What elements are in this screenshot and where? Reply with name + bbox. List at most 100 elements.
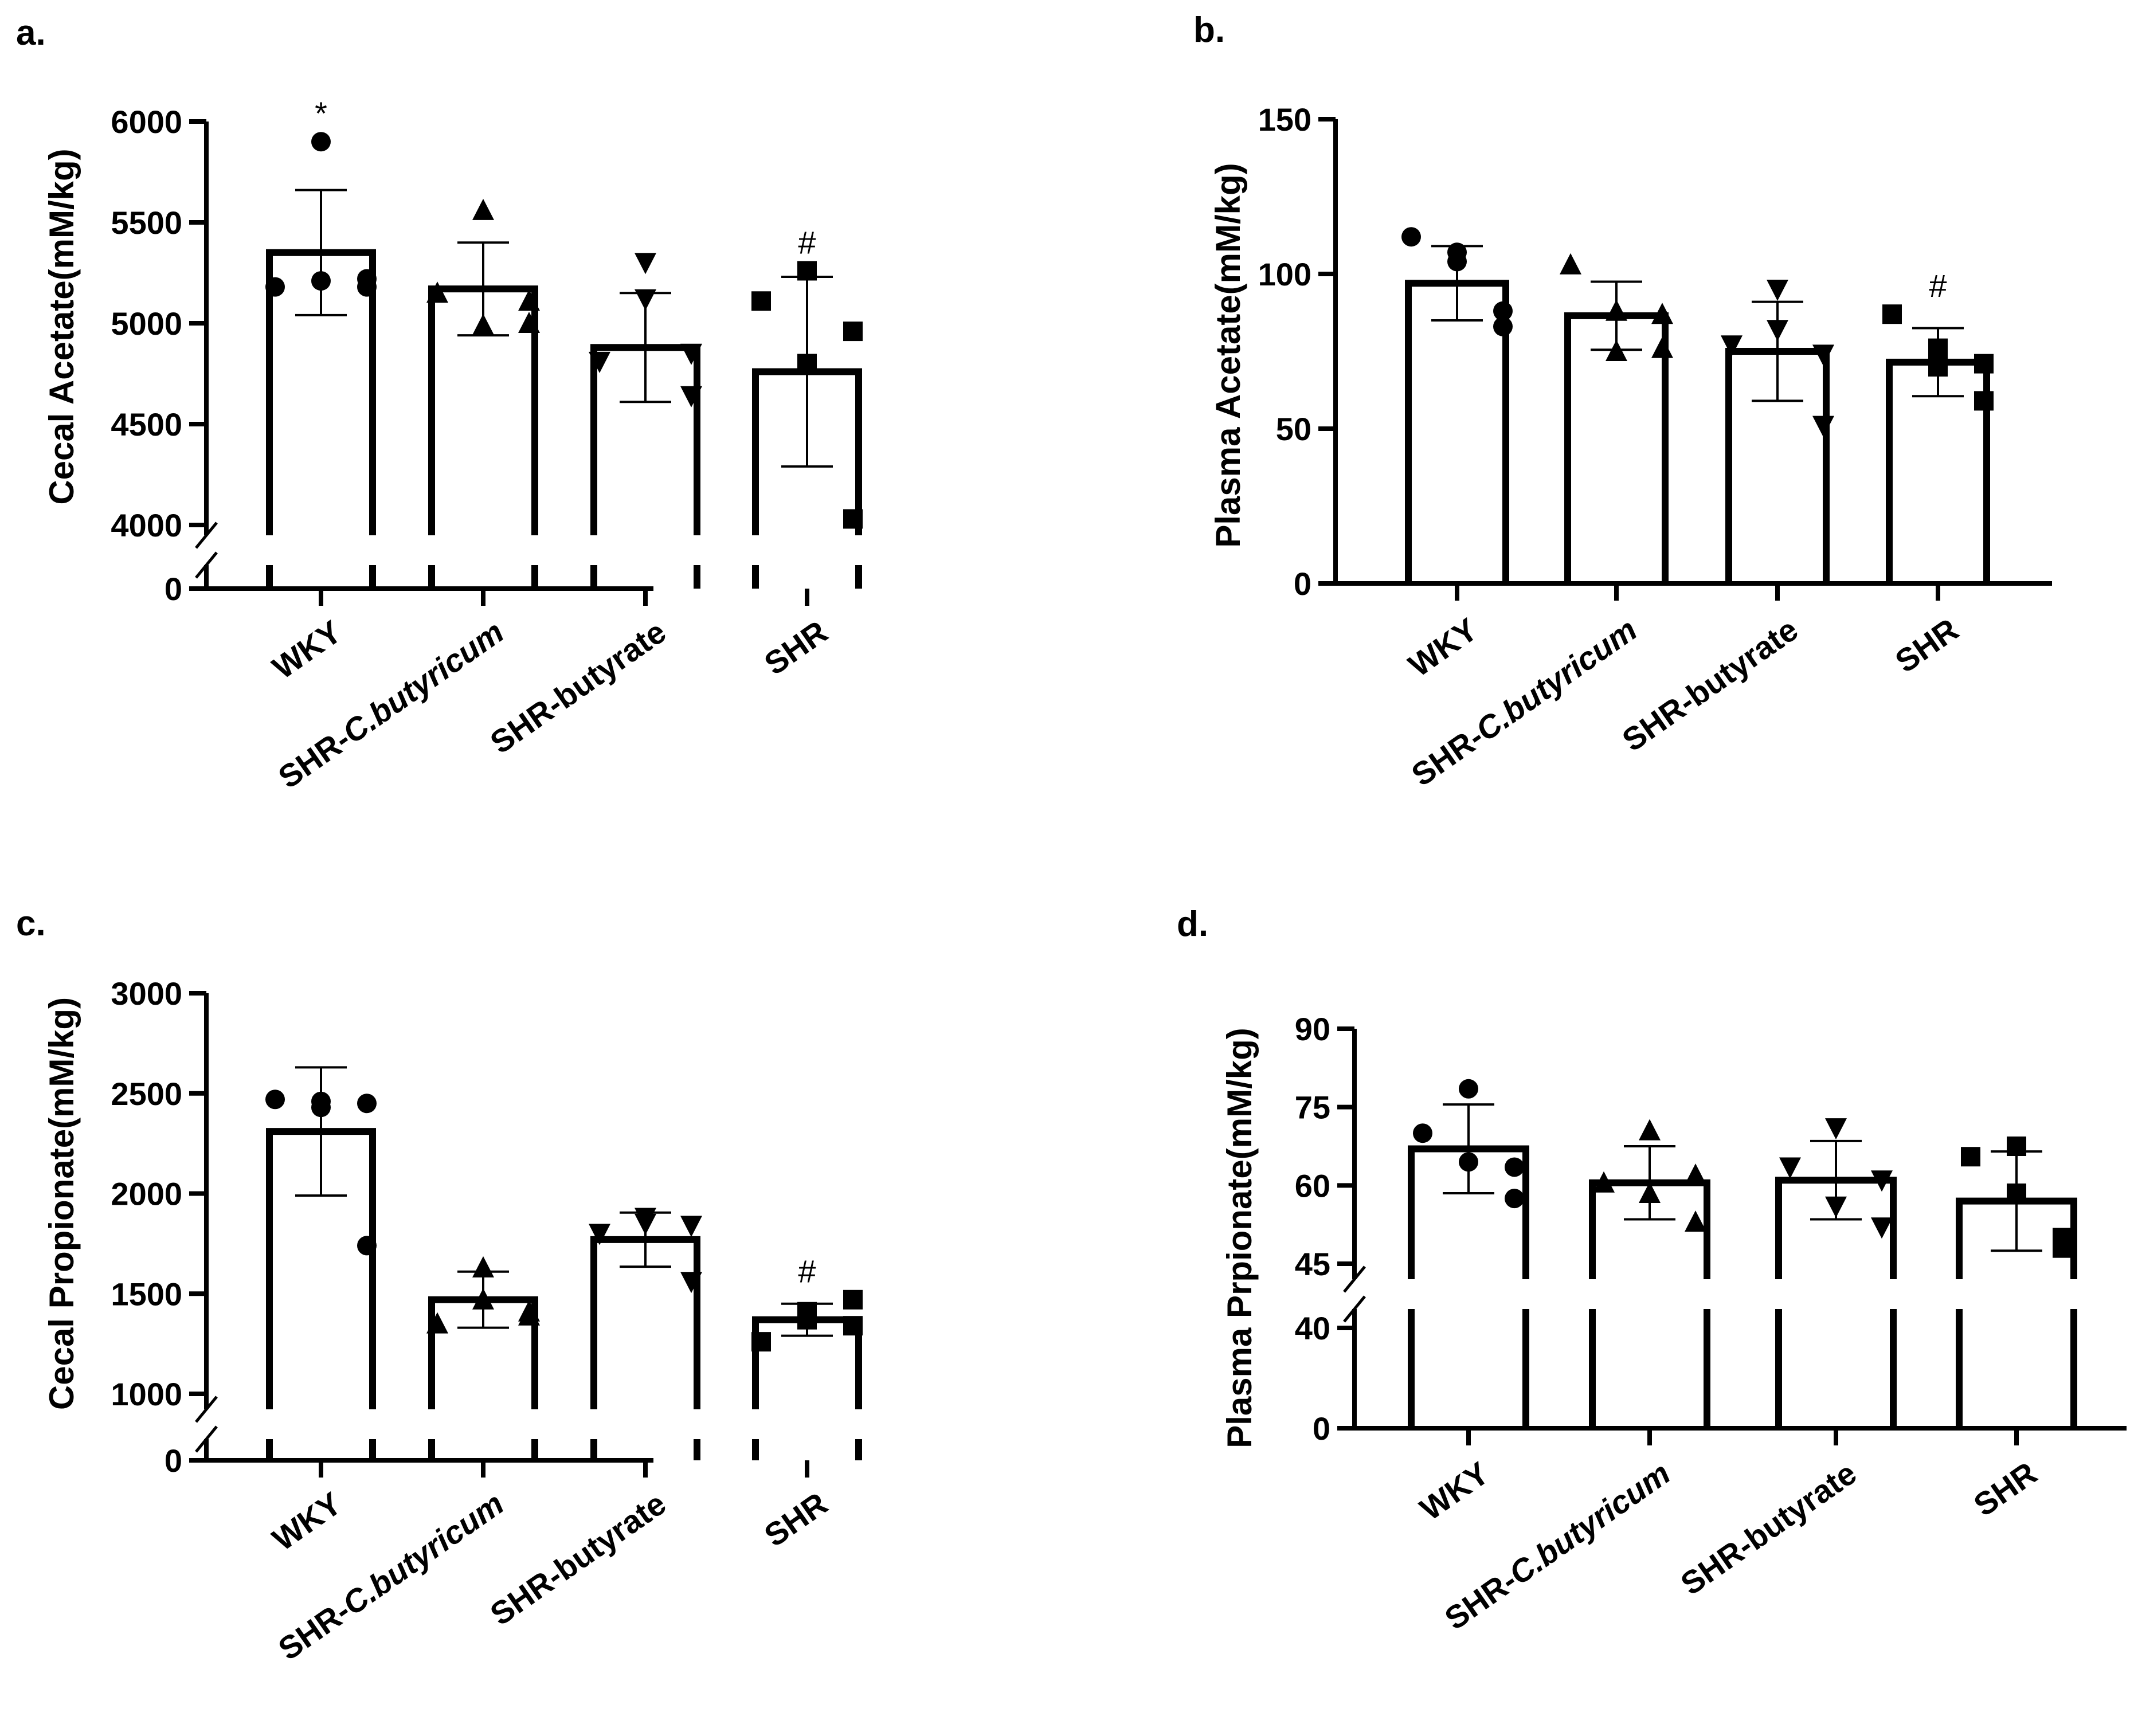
data-point xyxy=(1651,303,1673,324)
data-point xyxy=(1825,1196,1847,1218)
data-point xyxy=(797,1310,817,1330)
y-axis-title: Cecal Propionate(mM/kg) xyxy=(42,997,81,1410)
y-tick-label: 0 xyxy=(1313,1410,1330,1447)
y-tick-label: 2500 xyxy=(111,1076,182,1112)
bar-lower xyxy=(428,1439,538,1460)
error-bar xyxy=(295,189,347,316)
y-tick-label: 50 xyxy=(1276,411,1311,447)
axis-break-mark xyxy=(1343,1295,1366,1323)
data-point xyxy=(518,289,540,311)
data-point xyxy=(797,354,817,374)
y-axis-title: Plasma Acetate(mM/kg) xyxy=(1209,163,1247,547)
bar-lower xyxy=(266,565,376,589)
bar-lower xyxy=(1956,1309,2077,1428)
data-point xyxy=(1505,1157,1524,1177)
data-point xyxy=(589,351,610,373)
y-tick-label: 6000 xyxy=(111,104,182,140)
bar-lower xyxy=(1775,1309,1897,1428)
x-tick-label: WKY xyxy=(1402,611,1484,684)
y-tick-label: 5000 xyxy=(111,305,182,342)
x-tick-label: SHR-butyrate xyxy=(484,613,672,761)
data-point xyxy=(1401,227,1421,247)
data-point xyxy=(1459,1079,1478,1099)
data-point xyxy=(589,1224,610,1245)
data-point xyxy=(357,1236,377,1256)
bar-lower xyxy=(266,1439,376,1460)
data-point xyxy=(1974,354,1994,374)
x-tick-label-part: SHR xyxy=(758,613,834,681)
panel-b-plasma-acetate: b.Plasma Acetate(mM/kg)050100150WKYSHR-C… xyxy=(1193,10,2052,793)
significance-marker: # xyxy=(798,224,816,260)
data-point xyxy=(635,1213,656,1235)
data-point xyxy=(1560,253,1581,275)
x-tick-label-italic-part: C.butyricum xyxy=(1502,1455,1677,1592)
error-bar xyxy=(1752,300,1803,402)
data-point xyxy=(1606,299,1627,321)
x-tick-label-part: WKY xyxy=(1413,1455,1495,1527)
bar-lower xyxy=(590,565,700,589)
y-tick-label: 150 xyxy=(1258,101,1311,138)
y-tick-label: 0 xyxy=(1294,566,1311,602)
y-tick-label: 4500 xyxy=(111,406,182,442)
axis-break-mark xyxy=(195,551,218,579)
data-point xyxy=(680,386,702,407)
data-point xyxy=(1606,340,1627,361)
y-tick-label: 100 xyxy=(1258,256,1311,292)
data-point xyxy=(1812,416,1834,437)
axis-break-mark xyxy=(195,1425,218,1453)
data-point xyxy=(797,261,817,281)
y-tick-label: 0 xyxy=(165,1443,182,1479)
data-point xyxy=(680,1272,702,1294)
y-tick-label: 60 xyxy=(1295,1167,1330,1204)
bar-lower xyxy=(590,1439,700,1460)
panel-label: d. xyxy=(1177,904,1208,944)
data-point xyxy=(843,1316,863,1336)
x-tick-label-italic-part: C.butyricum xyxy=(336,613,510,750)
data-point xyxy=(265,277,285,297)
x-tick-label-part: SHR xyxy=(1967,1455,2043,1523)
x-tick-label: WKY xyxy=(266,613,348,686)
x-tick-label-part: SHR xyxy=(1889,611,1965,679)
bar-outline xyxy=(1405,280,1509,583)
data-point xyxy=(1882,304,1902,324)
data-point xyxy=(2007,1137,2026,1156)
data-point xyxy=(1871,1170,1893,1192)
data-point xyxy=(518,312,540,333)
data-point xyxy=(680,1216,702,1237)
y-axis-title: Plasma Prpionate(mM/kg) xyxy=(1220,1028,1259,1448)
y-tick-label: 45 xyxy=(1295,1246,1330,1282)
data-point xyxy=(1928,338,1948,358)
bar-lower xyxy=(1408,1309,1529,1428)
axis-break-mark xyxy=(1343,1265,1366,1293)
data-point xyxy=(426,281,448,303)
data-point xyxy=(1767,280,1788,301)
data-point xyxy=(843,1290,863,1310)
data-point xyxy=(751,1332,771,1352)
data-point xyxy=(472,198,494,220)
data-point xyxy=(1459,1152,1478,1172)
axis-break-mark xyxy=(195,1396,218,1423)
y-tick-label: 90 xyxy=(1295,1011,1330,1047)
bar xyxy=(1405,280,1509,583)
panel-label: b. xyxy=(1193,10,1225,50)
y-tick-label: 0 xyxy=(165,571,182,607)
bar-lower xyxy=(752,1439,862,1460)
axis-break-mark xyxy=(195,522,218,549)
x-tick-label-part: WKY xyxy=(1402,611,1484,684)
x-tick-label: SHR-butyrate xyxy=(484,1485,672,1632)
data-point xyxy=(1961,1147,1980,1167)
x-tick-label: WKY xyxy=(266,1485,348,1558)
data-point xyxy=(751,291,771,311)
data-point xyxy=(1493,301,1513,321)
data-point xyxy=(1651,336,1673,358)
data-point xyxy=(1825,1118,1847,1140)
y-tick-label: 3000 xyxy=(111,975,182,1012)
y-tick-label: 4000 xyxy=(111,507,182,543)
data-point xyxy=(1685,1163,1706,1185)
data-point xyxy=(1505,1189,1524,1209)
y-axis-title: Cecal Acetate(mM/kg) xyxy=(42,148,81,504)
bar-lower xyxy=(428,565,538,589)
data-point xyxy=(1779,1157,1801,1179)
x-tick-label-italic-part: C.butyricum xyxy=(336,1485,510,1622)
